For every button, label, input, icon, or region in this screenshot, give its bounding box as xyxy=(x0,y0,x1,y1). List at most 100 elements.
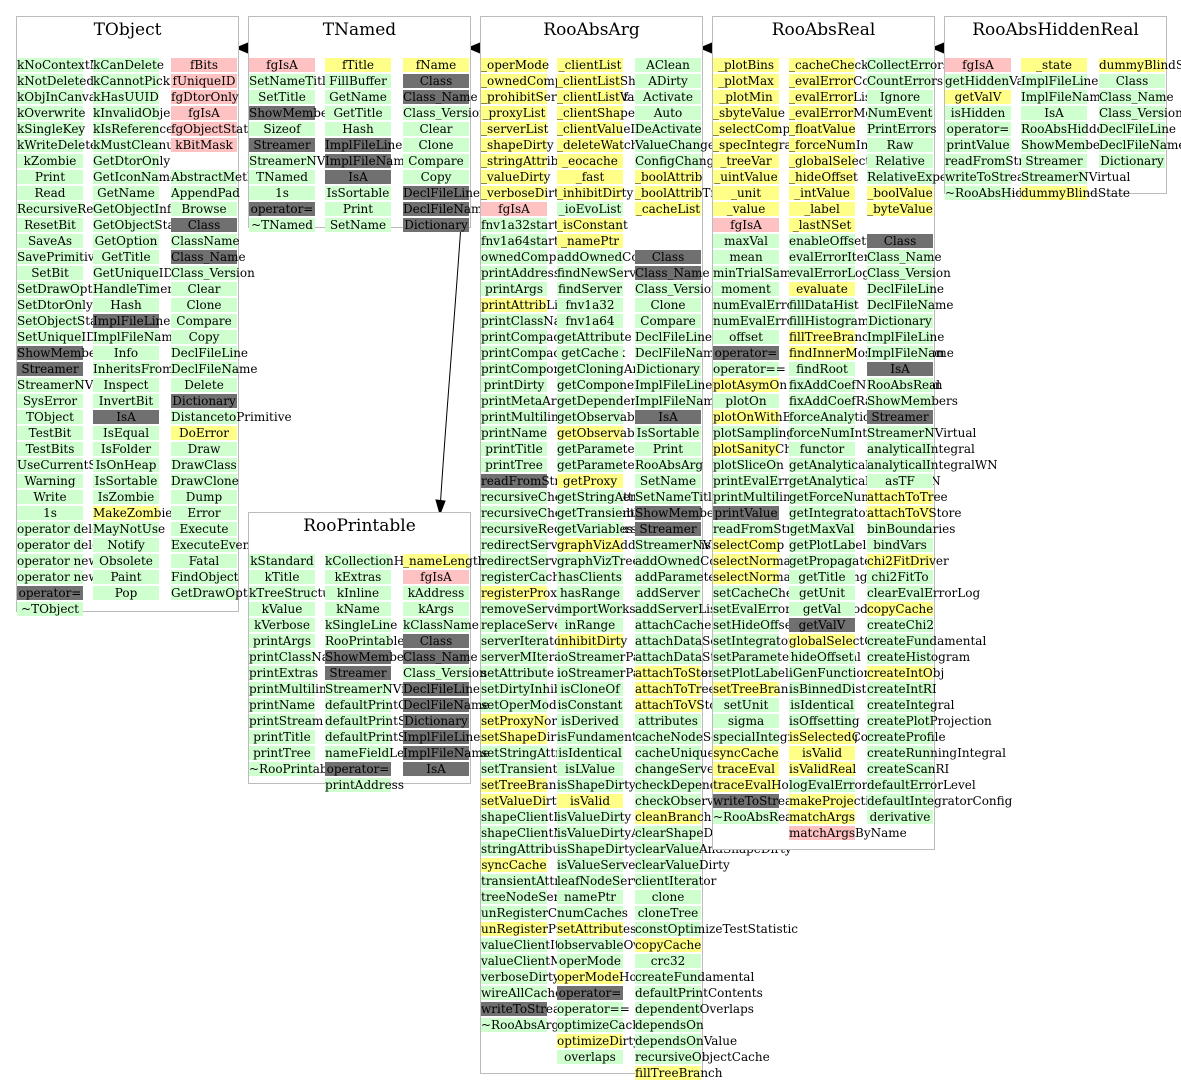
member-rooabsarg-c2-r27: SetNameTitle xyxy=(635,490,719,504)
member-tnamed-c1-r10: SetName xyxy=(325,218,391,232)
member-rooabsarg-c0-r4: _serverList xyxy=(481,122,549,136)
member-tnamed-c1-r5: ImplFileLine xyxy=(325,138,403,152)
member-tobject-c2-r0: fBits xyxy=(171,58,237,72)
member-tobject-c1-r5: kMustCleanup xyxy=(93,138,182,152)
member-tnamed-c0-r1: SetNameTitle xyxy=(249,74,333,88)
member-rooabsreal-c1-r14: evaluate xyxy=(789,282,855,296)
member-rooabsarg-c0-r18: printCompactTreeHook xyxy=(481,346,626,360)
member-tnamed-c1-r3: GetTitle xyxy=(325,106,391,120)
member-rooabsreal-c2-r42: createProfile xyxy=(867,730,946,744)
member-tobject-c0-r15: SetDtorOnly xyxy=(17,298,93,312)
member-tobject-c2-r32: FindObject xyxy=(171,570,239,584)
member-rooprintable-c1-r5: RooPrintable xyxy=(325,634,405,648)
member-rooabsarg-c2-r31: addOwnedComponents xyxy=(635,554,777,568)
member-rooprintable-c2-r2: kAddress xyxy=(403,586,469,600)
member-rooabsarg-c2-r57: createFundamental xyxy=(635,970,755,984)
member-rooprintable-c0-r10: printStream xyxy=(249,714,324,728)
member-rooabsreal-c2-r15: DeclFileName xyxy=(867,298,954,312)
member-tobject-c0-r32: operator new[] xyxy=(17,570,108,584)
class-title-tobject: TObject xyxy=(93,20,162,40)
member-rooabsarg-c0-r40: setOperMode xyxy=(481,698,564,712)
member-rooabsarg-c1-r25: getParametersHook xyxy=(557,458,679,472)
member-tobject-c2-r23: DoError xyxy=(171,426,237,440)
member-tobject-c0-r22: TObject xyxy=(17,410,83,424)
member-rooabsarg-c1-r45: isShapeDirty xyxy=(557,778,636,792)
member-tobject-c2-r20: Delete xyxy=(171,378,237,392)
member-rooabsarg-c1-r17: getAttribute xyxy=(557,330,632,344)
member-rooabsarg-c1-r34: importWorkspaceHook xyxy=(557,602,697,616)
member-rooprintable-c0-r13: ~RooPrintable xyxy=(249,762,339,776)
member-rooabsreal-c1-r21: fixAddCoefRange xyxy=(789,394,895,408)
member-rooabsarg-c1-r42: isFundamental xyxy=(557,730,648,744)
member-rooprintable-c2-r10: Dictionary xyxy=(403,714,469,728)
member-rooabsreal-c1-r37: hideOffset xyxy=(789,650,855,664)
member-tnamed-c1-r2: GetName xyxy=(325,90,391,104)
member-rooprintable-c1-r12: nameFieldLength xyxy=(325,746,433,760)
member-rooabsarg-c1-r16: fnv1a64 xyxy=(557,314,623,328)
member-rooprintable-c2-r8: DeclFileLine xyxy=(403,682,481,696)
member-rooabsarg-c1-r57: operModeHook xyxy=(557,970,652,984)
member-tnamed-c1-r6: ImplFileName xyxy=(325,154,412,168)
member-tobject-c0-r31: operator new xyxy=(17,554,99,568)
member-rooabsarg-c0-r35: replaceServer xyxy=(481,618,568,632)
member-rooabsreal-c0-r0: _plotBins xyxy=(713,58,779,72)
member-rooabsarg-c2-r14: Class_Version xyxy=(635,282,719,296)
member-rooabsarg-c1-r56: operMode xyxy=(557,954,623,968)
member-rooabsarg-c0-r33: registerProxy xyxy=(481,586,564,600)
member-rooprintable-c0-r4: kVerbose xyxy=(249,618,315,632)
member-rooprintable-c0-r7: printExtras xyxy=(249,666,319,680)
member-tnamed-c2-r3: Class_Version xyxy=(403,106,487,120)
member-tobject-c1-r4: kIsReferenced xyxy=(93,122,181,136)
member-tobject-c2-r7: AbstractMethod xyxy=(171,170,270,184)
member-rooabsarg-c1-r47: isValueDirty xyxy=(557,810,632,824)
member-tnamed-c1-r1: FillBuffer xyxy=(325,74,391,88)
member-rooabsreal-c2-r6: Relative xyxy=(867,154,933,168)
member-rooabsarg-c2-r26: SetName xyxy=(635,474,701,488)
member-rooabsreal-c2-r24: analyticalIntegral xyxy=(867,442,975,456)
member-rooprintable-c2-r3: kArgs xyxy=(403,602,469,616)
member-rooabsreal-c1-r13: evalErrorLoggingMode xyxy=(789,266,932,280)
member-tobject-c0-r13: SetBit xyxy=(17,266,83,280)
member-rooabsreal-c0-r43: syncCache xyxy=(713,746,779,760)
member-tobject-c0-r25: UseCurrentStyle xyxy=(17,458,120,472)
member-rooabsarg-c2-r15: Clone xyxy=(635,298,701,312)
member-tobject-c0-r0: kNoContextMenu xyxy=(17,58,125,72)
member-rooabsarg-c0-r24: printTitle xyxy=(481,442,547,456)
member-rooprintable-c0-r2: kTreeStructure xyxy=(249,586,343,600)
member-tobject-c0-r23: TestBit xyxy=(17,426,83,440)
member-rooabsreal-c1-r43: isValid xyxy=(789,746,855,760)
member-tobject-c0-r4: kSingleKey xyxy=(17,122,86,136)
member-rooabsreal-c2-r33: clearEvalErrorLog xyxy=(867,586,981,600)
member-rooabsarg-c0-r1: _ownedComponents xyxy=(481,74,604,88)
member-rooabsarg-c0-r21: printMetaArgs xyxy=(481,394,571,408)
member-rooabsreal-c1-r16: fillHistogram xyxy=(789,314,870,328)
member-tobject-c1-r25: IsOnHeap xyxy=(93,458,159,472)
member-rooabsreal-c1-r44: isValidReal xyxy=(789,762,857,776)
member-tobject-c1-r0: kCanDelete xyxy=(93,58,164,72)
member-tnamed-c2-r2: Class_Name xyxy=(403,90,478,104)
member-rooabshiddenreal-c0-r1: getHiddenVal xyxy=(945,74,1028,88)
member-rooabsarg-c0-r39: setDirtyInhibit xyxy=(481,682,571,696)
member-rooabsarg-c1-r36: inhibitDirty xyxy=(557,634,628,648)
member-rooabsarg-c1-r27: getStringAttribute xyxy=(557,490,670,504)
member-tnamed-c1-r4: Hash xyxy=(325,122,391,136)
class-title-tnamed: TNamed xyxy=(322,20,397,40)
member-rooabshiddenreal-c0-r0: fgIsA xyxy=(945,58,1011,72)
member-tnamed-c0-r0: fgIsA xyxy=(249,58,315,72)
member-rooabsreal-c0-r45: traceEvalHook xyxy=(713,778,804,792)
member-rooabsarg-c0-r41: setProxyNormSet xyxy=(481,714,589,728)
member-rooabsarg-c2-r47: cleanBranchName xyxy=(635,810,748,824)
member-rooprintable-c0-r0: kStandard xyxy=(249,554,315,568)
member-rooabsarg-c0-r44: setTransientAttribute xyxy=(481,762,613,776)
member-rooabsarg-c2-r36: attachDataSet xyxy=(635,634,723,648)
member-rooabsarg-c0-r57: verboseDirty xyxy=(481,970,560,984)
member-tobject-c2-r21: Dictionary xyxy=(171,394,237,408)
member-rooabsreal-c0-r30: selectComp xyxy=(713,538,785,552)
member-rooprintable-c1-r0: kCollectionHeader xyxy=(325,554,440,568)
member-rooabsarg-c0-r54: unRegisterProxy xyxy=(481,922,583,936)
member-rooabsarg-c2-r46: checkObservables xyxy=(635,794,746,808)
member-tobject-c2-r12: Class_Name xyxy=(171,250,246,264)
member-tnamed-c2-r7: Copy xyxy=(403,170,469,184)
member-rooabsreal-c2-r14: DeclFileLine xyxy=(867,282,945,296)
member-tobject-c0-r17: SetUniqueID xyxy=(17,330,96,344)
